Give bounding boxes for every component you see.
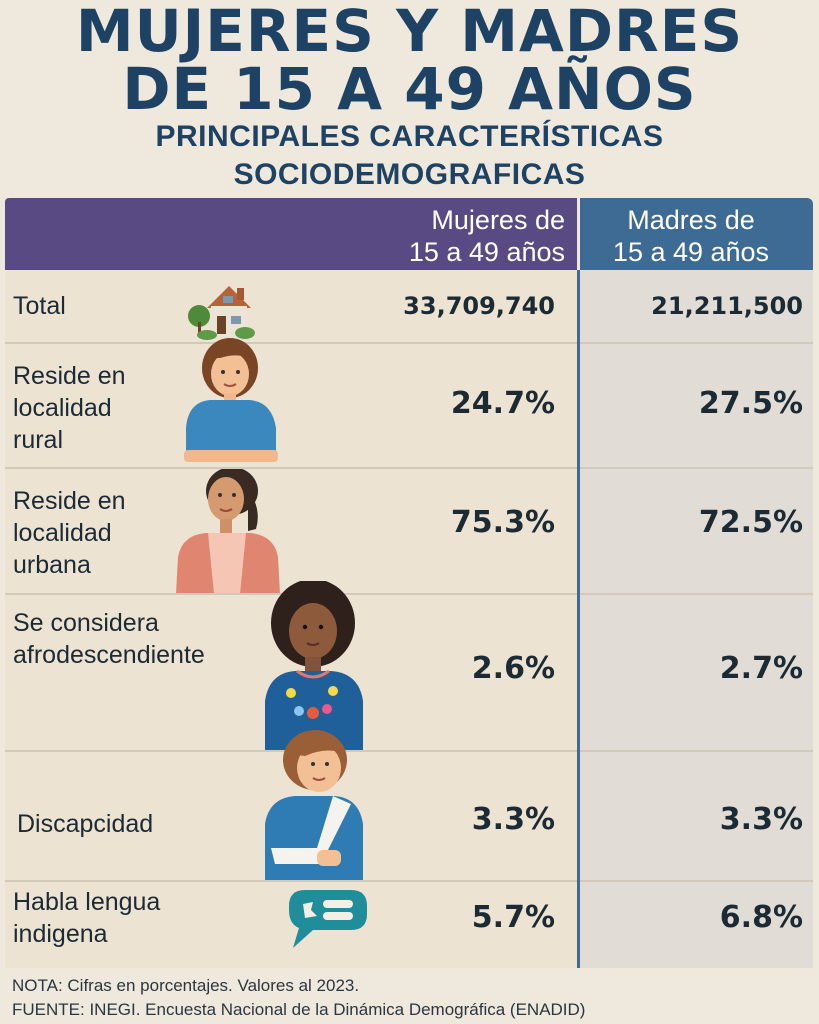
row-label: Reside en localidad rural	[13, 362, 126, 454]
footer-source: FUENTE: INEGI. Encuesta Nacional de la D…	[12, 1000, 586, 1019]
madres-value: 6.8%	[719, 900, 803, 935]
madres-value: 21,211,500	[651, 292, 803, 320]
column-divider	[577, 270, 580, 968]
woman-blue-shirt-icon	[180, 338, 280, 472]
mujeres-value: 24.7%	[450, 386, 555, 421]
house-icon	[187, 278, 257, 344]
row-label: Total	[13, 292, 66, 320]
madres-value: 72.5%	[698, 505, 803, 540]
madres-column-bg	[580, 270, 813, 968]
data-table: Mujeres de 15 a 49 años Madres de 15 a 4…	[5, 198, 813, 968]
speech-bubble-icon	[287, 886, 369, 956]
column-header-madres-line1: Madres de	[627, 205, 755, 235]
subtitle-line-2: SOCIODEMOGRAFICAS	[233, 158, 586, 191]
subtitle-line-1: PRINCIPALES CARACTERÍSTICAS	[155, 120, 664, 153]
footer-note: NOTA: Cifras en porcentajes. Valores al …	[12, 976, 360, 995]
woman-pink-cardigan-icon	[170, 467, 285, 598]
table-row-afrodescendiente: Se considera afrodescendiente 2.6% 2.7%	[5, 579, 813, 752]
column-header-madres-line2: 15 a 49 años	[612, 237, 770, 267]
table-row-lengua-indigena: Habla lengua indigena 5.7% 6.8%	[5, 882, 813, 968]
table-row-urbana: Reside en localidad urbana 75.3% 72.5%	[5, 467, 813, 598]
title-line-1: MUJERES Y MADRES	[75, 0, 744, 65]
woman-arm-sling-icon	[261, 724, 367, 884]
column-header-mujeres: Mujeres de 15 a 49 años	[5, 198, 577, 270]
row-label: Discapcidad	[17, 810, 154, 838]
row-label: Habla lengua indigena	[13, 888, 161, 948]
column-header-mujeres-line2: 15 a 49 años	[408, 237, 565, 267]
table-row-discapacidad: Discapcidad 3.3% 3.3%	[5, 730, 813, 882]
mujeres-value: 3.3%	[471, 802, 555, 837]
table-row-rural: Reside en localidad rural 24.7% 27.5%	[5, 338, 813, 469]
mujeres-value: 5.7%	[471, 900, 555, 935]
madres-value: 3.3%	[719, 802, 803, 837]
mujeres-value: 2.6%	[471, 651, 555, 686]
title-line-2: DE 15 A 49 AÑOS	[122, 55, 697, 123]
row-label: Reside en localidad urbana	[13, 487, 126, 579]
row-label: Se considera afrodescendiente	[13, 609, 205, 669]
afrodescendant-woman-icon	[261, 579, 367, 755]
madres-value: 2.7%	[719, 651, 803, 686]
madres-value: 27.5%	[698, 386, 803, 421]
column-header-mujeres-line1: Mujeres de	[431, 205, 565, 235]
mujeres-value: 75.3%	[450, 505, 555, 540]
column-header-madres: Madres de 15 a 49 años	[580, 198, 813, 270]
table-row-total: Total 33,709,740 21,211,500	[5, 270, 813, 344]
mujeres-value: 33,709,740	[403, 292, 555, 320]
